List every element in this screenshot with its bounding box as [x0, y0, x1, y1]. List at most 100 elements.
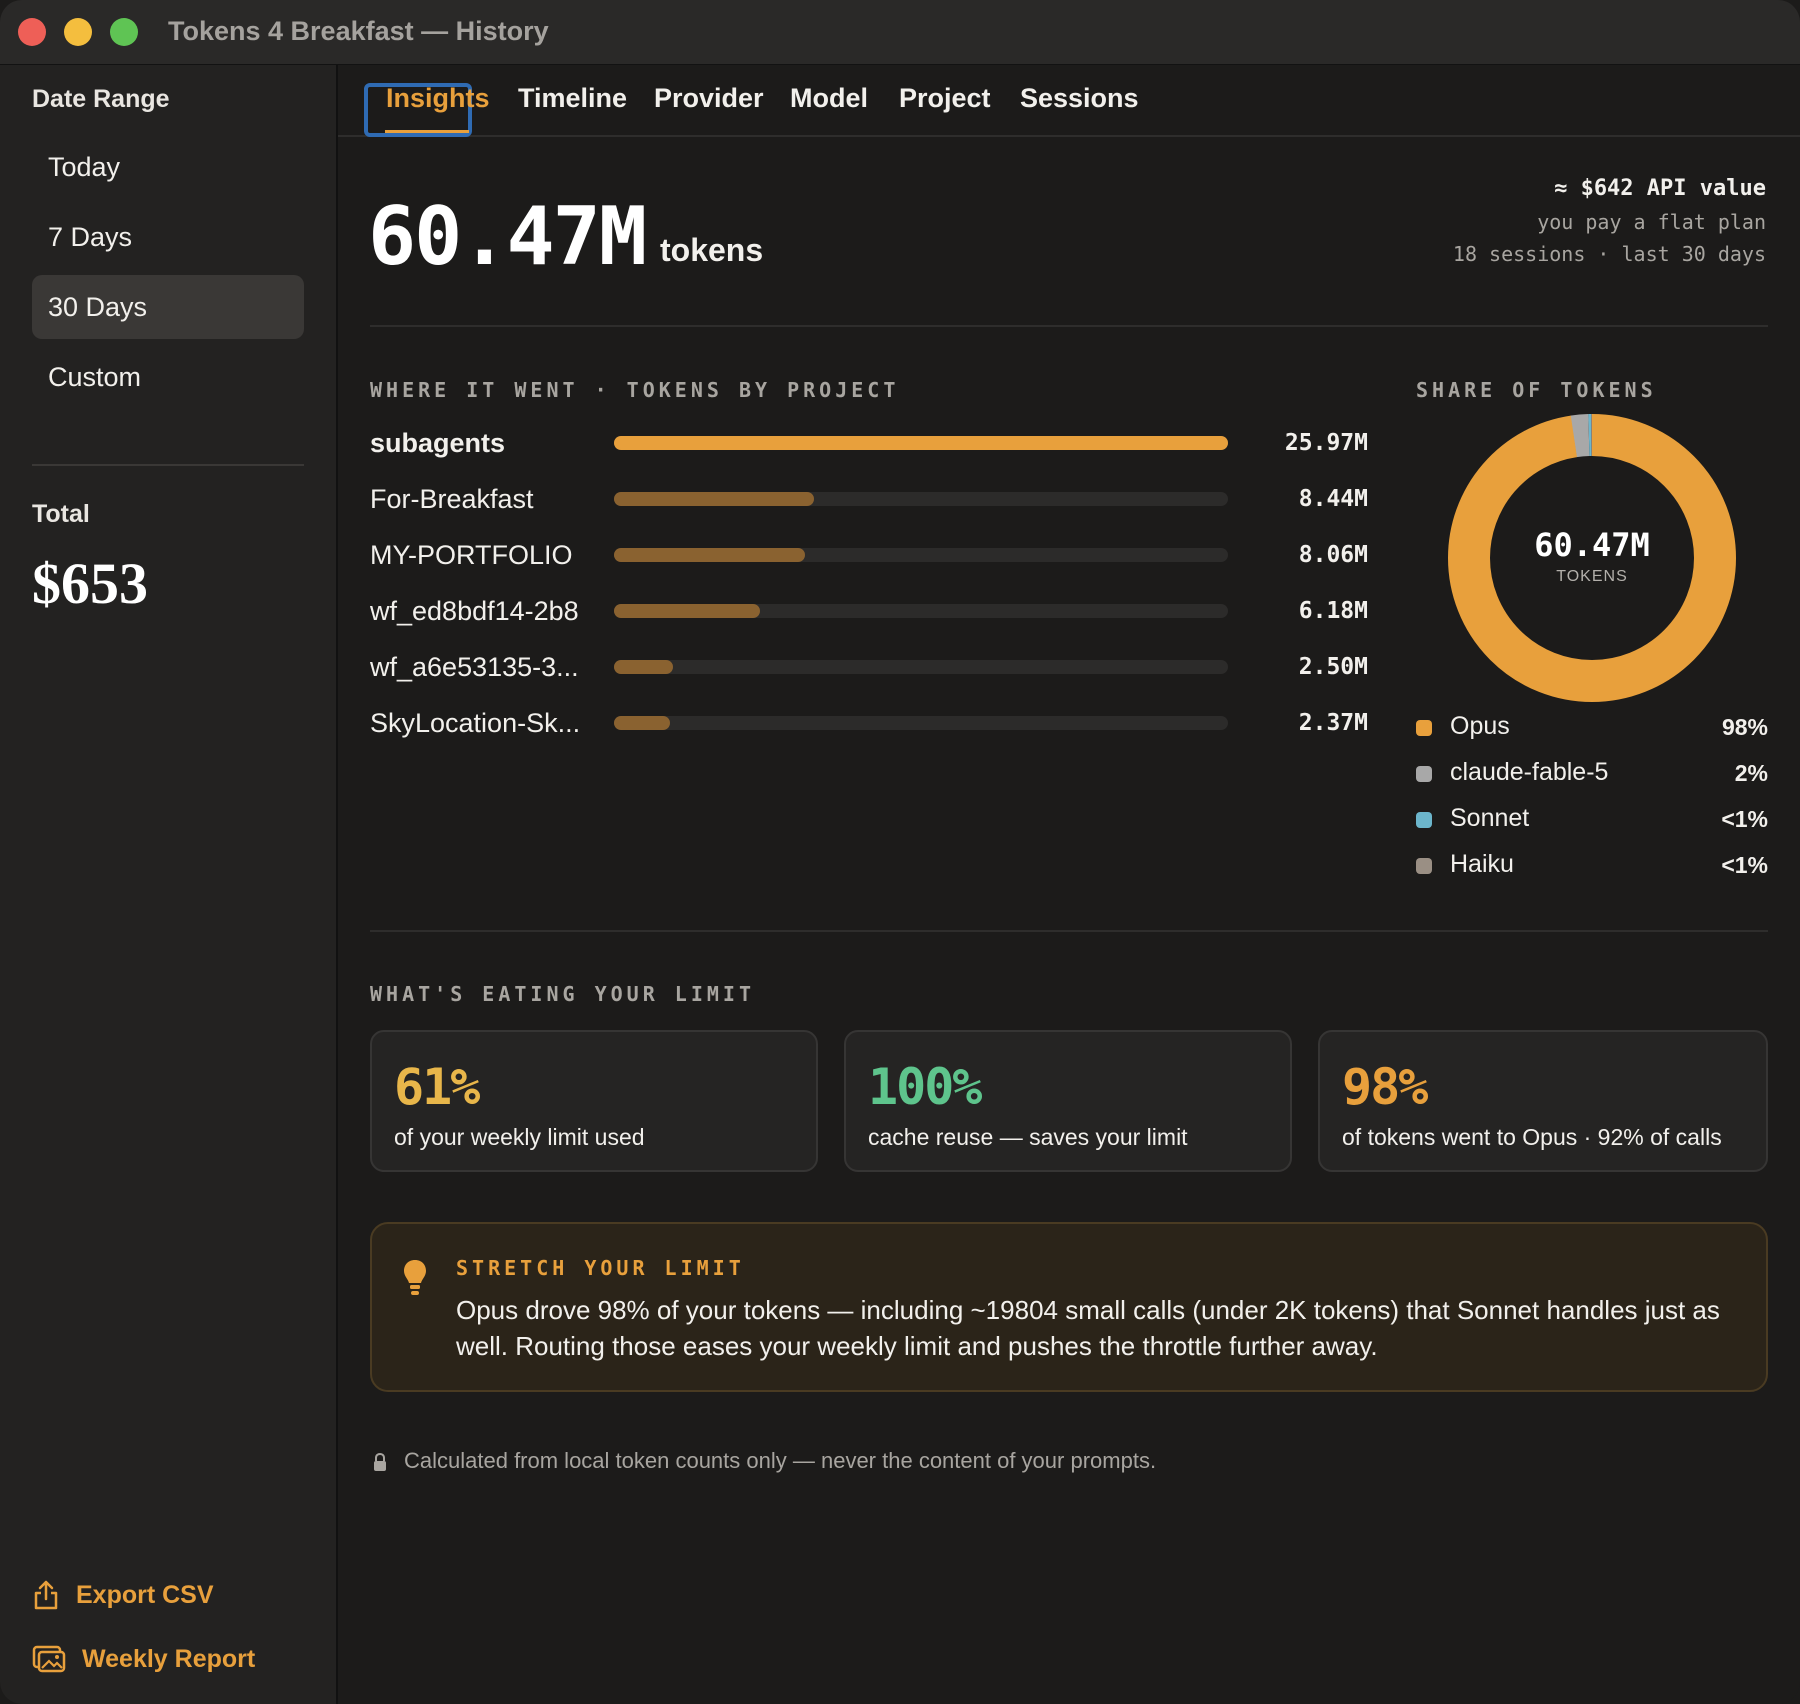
- divider: [370, 930, 1768, 932]
- project-bar: [614, 492, 814, 506]
- close-window-button[interactable]: [18, 18, 46, 46]
- project-name: wf_a6e53135-3...: [370, 652, 579, 682]
- total-tokens-unit: tokens: [660, 232, 764, 268]
- tab-active-indicator: [385, 130, 469, 133]
- projects-section-label: WHERE IT WENT · TOKENS BY PROJECT: [370, 378, 900, 402]
- project-bar: [614, 548, 805, 562]
- sidebar: Date Range Today 7 Days 30 Days Custom T…: [0, 65, 338, 1704]
- divider: [370, 325, 1768, 327]
- sidebar-divider: [32, 464, 304, 466]
- range-today[interactable]: Today: [48, 152, 121, 182]
- tab-focus-ring: [364, 83, 472, 137]
- lightbulb-icon: [404, 1260, 426, 1295]
- legend-percent: 2%: [1734, 760, 1768, 786]
- privacy-footnote: Calculated from local token counts only …: [404, 1448, 1157, 1473]
- tip-body: Opus drove 98% of your tokens — includin…: [456, 1295, 1720, 1361]
- zoom-window-button[interactable]: [110, 18, 138, 46]
- legend-item: Sonnet <1%: [1416, 802, 1768, 838]
- limit-section-label: WHAT'S EATING YOUR LIMIT: [370, 982, 755, 1006]
- project-name: For-Breakfast: [370, 484, 534, 514]
- tip-title: STRETCH YOUR LIMIT: [456, 1256, 745, 1280]
- share-section-label: SHARE OF TOKENS: [1416, 378, 1657, 402]
- limit-card-weekly: 61% of your weekly limit used: [370, 1030, 818, 1172]
- tab-model[interactable]: Model: [790, 83, 868, 113]
- tab-insights[interactable]: Insights: [386, 83, 490, 113]
- legend-percent: <1%: [1721, 852, 1768, 878]
- project-bar-track: [614, 548, 1228, 562]
- weekly-report-button[interactable]: Weekly Report: [32, 1639, 255, 1679]
- project-bar-track: [614, 436, 1228, 450]
- legend-item: Haiku <1%: [1416, 848, 1768, 884]
- stretch-limit-tip: STRETCH YOUR LIMIT Opus drove 98% of you…: [370, 1222, 1768, 1392]
- project-name: wf_ed8bdf14-2b8: [370, 596, 579, 626]
- project-bar-track: [614, 660, 1228, 674]
- project-value: 8.44M: [1298, 486, 1368, 512]
- project-name: subagents: [370, 428, 506, 458]
- legend-swatch: [1416, 858, 1432, 874]
- api-value: ≈ $642 API value: [1554, 176, 1766, 201]
- project-row: MY-PORTFOLIO 8.06M: [370, 536, 1368, 576]
- project-row: SkyLocation-Sk... 2.37M: [370, 704, 1368, 744]
- tab-sessions[interactable]: Sessions: [1020, 83, 1139, 113]
- donut-center-caption: TOKENS: [1556, 568, 1628, 585]
- title-bar: Tokens 4 Breakfast — History: [0, 0, 1800, 65]
- tab-timeline[interactable]: Timeline: [518, 83, 628, 113]
- donut-center-value: 60.47M: [1534, 526, 1650, 564]
- total-value: $653: [32, 551, 148, 616]
- minimize-window-button[interactable]: [64, 18, 92, 46]
- tab-provider[interactable]: Provider: [654, 83, 764, 113]
- legend-label: Opus: [1450, 712, 1510, 740]
- card-value: 98%: [1342, 1058, 1428, 1116]
- project-row: wf_ed8bdf14-2b8 6.18M: [370, 592, 1368, 632]
- lock-icon: [374, 1452, 386, 1471]
- legend-item: claude-fable-5 2%: [1416, 756, 1768, 792]
- legend-percent: <1%: [1721, 806, 1768, 832]
- project-bar: [614, 436, 1228, 450]
- card-caption: of tokens went to Opus · 92% of calls: [1342, 1124, 1722, 1150]
- project-name: SkyLocation-Sk...: [370, 708, 581, 738]
- window-title: Tokens 4 Breakfast — History: [168, 16, 549, 46]
- range-7-days[interactable]: 7 Days: [48, 222, 133, 252]
- card-value: 100%: [868, 1058, 982, 1116]
- project-value: 6.18M: [1298, 598, 1368, 624]
- plan-note: you pay a flat plan: [1537, 210, 1766, 234]
- limit-card-opus: 98% of tokens went to Opus · 92% of call…: [1318, 1030, 1768, 1172]
- project-value: 2.50M: [1298, 654, 1368, 680]
- legend-swatch: [1416, 766, 1432, 782]
- tab-project[interactable]: Project: [899, 83, 991, 113]
- share-icon: [34, 1580, 58, 1610]
- limit-card-cache: 100% cache reuse — saves your limit: [844, 1030, 1292, 1172]
- export-csv-label: Export CSV: [76, 1580, 214, 1609]
- legend-label: Haiku: [1450, 850, 1514, 878]
- project-name: MY-PORTFOLIO: [370, 540, 573, 570]
- card-caption: cache reuse — saves your limit: [868, 1124, 1188, 1150]
- donut-slice: [1448, 414, 1736, 702]
- sessions-note: 18 sessions · last 30 days: [1452, 242, 1766, 266]
- legend-item: Opus 98%: [1416, 710, 1768, 746]
- donut-slice: [1448, 414, 1736, 702]
- export-csv-button[interactable]: Export CSV: [32, 1575, 214, 1615]
- range-custom[interactable]: Custom: [48, 362, 142, 392]
- total-heading: Total: [32, 500, 90, 528]
- legend-label: Sonnet: [1450, 804, 1530, 832]
- legend-label: claude-fable-5: [1450, 758, 1609, 786]
- weekly-report-label: Weekly Report: [82, 1644, 256, 1673]
- project-bar: [614, 660, 674, 674]
- project-value: 8.06M: [1298, 542, 1368, 568]
- total-tokens-value: 60.47M: [368, 190, 647, 283]
- project-value: 25.97M: [1284, 430, 1368, 456]
- project-bar-track: [614, 604, 1228, 618]
- project-bar: [614, 716, 671, 730]
- project-bar: [614, 604, 761, 618]
- project-row: For-Breakfast 8.44M: [370, 480, 1368, 520]
- legend-swatch: [1416, 720, 1432, 736]
- legend-swatch: [1416, 812, 1432, 828]
- range-30-days[interactable]: 30 Days: [32, 275, 304, 339]
- project-bar-track: [614, 492, 1228, 506]
- project-row: wf_a6e53135-3... 2.50M: [370, 648, 1368, 688]
- date-range-heading: Date Range: [32, 85, 170, 113]
- tab-bar: Insights Timeline Provider Model Project…: [338, 65, 1800, 137]
- card-value: 61%: [394, 1058, 480, 1116]
- card-caption: of your weekly limit used: [394, 1124, 645, 1150]
